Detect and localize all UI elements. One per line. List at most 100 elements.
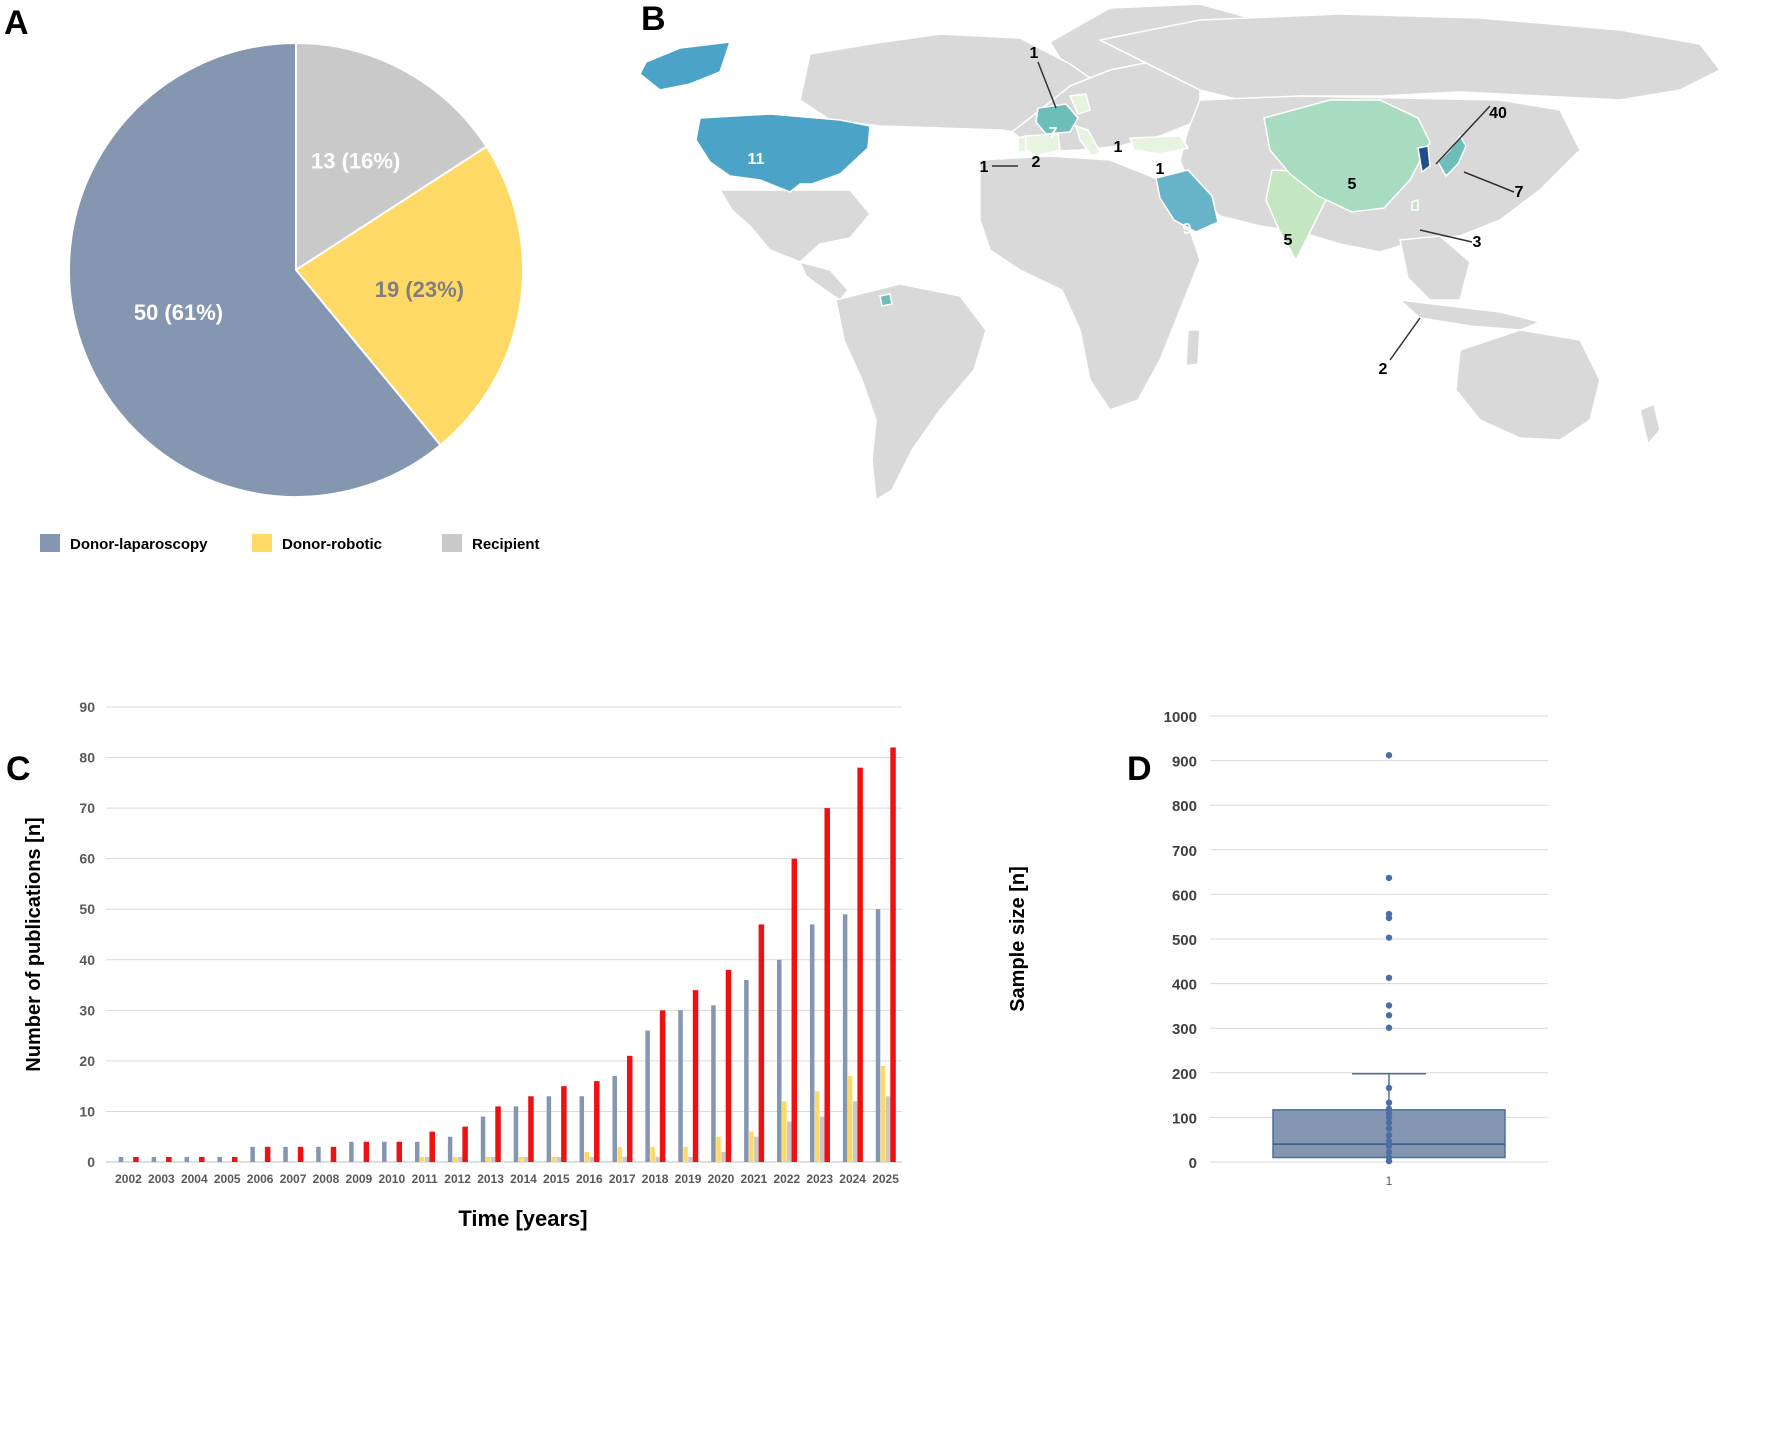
sample-point <box>1385 1012 1393 1019</box>
x-tick-label: 2020 <box>708 1172 735 1186</box>
box-plot-group: 0 100 200 300 400 500 600 700 800 900 1000 1 Sampl… <box>1007 709 1548 1188</box>
x-tick-label: 1 <box>1386 1174 1393 1188</box>
bar-recipient-2012 <box>457 1156 463 1162</box>
land-africa <box>979 155 1201 411</box>
sample-size-box-plot: 0 100 200 300 400 500 600 700 800 900 1000 1 Sampl… <box>1007 709 1548 1188</box>
y-tick-label: 400 <box>1172 977 1197 994</box>
bar-total-2016 <box>594 1081 600 1162</box>
x-tick-label: 2009 <box>346 1172 373 1186</box>
land-mexico <box>718 189 871 263</box>
x-tick-label: 2015 <box>543 1172 570 1186</box>
bar-total-2004 <box>199 1156 205 1162</box>
bar-total-2018 <box>659 1010 666 1162</box>
bar-donor-robotic-2020 <box>716 1136 721 1162</box>
legend-swatch-donor-robotic <box>252 534 272 552</box>
bar-total-2014 <box>528 1096 534 1162</box>
x-tick-label: 2024 <box>839 1172 866 1186</box>
land-russia <box>1097 13 1722 101</box>
x-tick-label: 2006 <box>247 1172 274 1186</box>
pie-data-label: 50 (61%) <box>134 300 223 325</box>
map-leader-line <box>1435 105 1491 165</box>
map-count-turkey: 1 <box>1156 161 1165 178</box>
sample-point <box>1385 1002 1393 1009</box>
bar-total-2013 <box>495 1106 501 1162</box>
bar-donor-robotic-2025 <box>880 1065 886 1162</box>
y-tick-label: 800 <box>1172 798 1197 815</box>
map-land <box>718 3 1722 502</box>
y-tick-label: 80 <box>79 750 95 766</box>
sample-point <box>1385 1105 1393 1113</box>
bar-total-2020 <box>725 969 732 1162</box>
bar-donor-robotic-2011 <box>419 1156 425 1162</box>
bar-recipient-2025 <box>885 1096 891 1162</box>
legend-swatch-donor-laparoscopy <box>40 534 60 552</box>
sample-point <box>1385 1114 1393 1121</box>
y-tick-label: 20 <box>79 1053 95 1069</box>
region-germany <box>1068 93 1091 115</box>
bar-donor-laparoscopy-2016 <box>579 1096 585 1162</box>
bar-total-2025 <box>890 747 896 1162</box>
x-axis-label: Time [years] <box>458 1206 587 1231</box>
x-tick-label: 2004 <box>181 1172 208 1186</box>
region-saudi-arabia <box>1155 169 1219 233</box>
bar-donor-laparoscopy-2009 <box>349 1141 354 1162</box>
y-tick-label: 100 <box>1172 1110 1197 1127</box>
bar-donor-robotic-2023 <box>814 1091 820 1162</box>
bar-recipient-2020 <box>721 1151 726 1162</box>
bar-total-2012 <box>462 1126 468 1162</box>
x-tick-label: 2008 <box>313 1172 340 1186</box>
pie-slice-donor-robotic <box>294 145 524 447</box>
x-tick-label: 2014 <box>510 1172 537 1186</box>
y-tick-label: 500 <box>1172 932 1197 949</box>
bar-donor-robotic-2012 <box>452 1156 458 1162</box>
land-new-zealand <box>1639 402 1661 446</box>
bar-recipient-2016 <box>589 1156 595 1162</box>
map-count-france: 7 <box>1049 125 1058 142</box>
bar-donor-laparoscopy-2011 <box>414 1141 420 1162</box>
pie-data-label: 19 (23%) <box>375 277 464 302</box>
map-count-singapore: 2 <box>1379 361 1388 378</box>
x-tick-label: 2017 <box>609 1172 636 1186</box>
bar-total-2010 <box>396 1141 403 1162</box>
bar-donor-laparoscopy-2020 <box>711 1005 716 1162</box>
bar-donor-laparoscopy-2013 <box>480 1116 486 1162</box>
land-indonesia <box>1397 298 1543 331</box>
map-count-germany: 1 <box>1030 45 1039 62</box>
sample-point <box>1385 1119 1393 1126</box>
legend-swatch-recipient <box>442 534 462 552</box>
bar-total-2015 <box>561 1086 567 1162</box>
bar-donor-laparoscopy-2021 <box>744 980 749 1162</box>
sample-point <box>1385 1099 1393 1106</box>
x-tick-label: 2010 <box>378 1172 405 1186</box>
bar-recipient-2023 <box>819 1116 825 1162</box>
bar-donor-robotic-2019 <box>683 1146 688 1162</box>
region-alaska <box>640 41 732 91</box>
pie-chart: 13 (16%) 19 (23%) 50 (61%) Donor-laparosco… <box>40 41 540 553</box>
bar-donor-laparoscopy-2005 <box>217 1156 222 1162</box>
x-tick-label: 2007 <box>280 1172 307 1186</box>
bar-donor-robotic-2021 <box>749 1131 754 1162</box>
sample-point <box>1385 1024 1393 1031</box>
bar-donor-laparoscopy-2023 <box>809 924 815 1162</box>
bar-total-2011 <box>429 1131 435 1162</box>
map-highlighted <box>640 41 1467 307</box>
bar-donor-robotic-2015 <box>551 1156 557 1162</box>
y-tick-label: 60 <box>79 851 95 867</box>
bar-total-2003 <box>166 1156 172 1162</box>
bar-donor-robotic-2017 <box>617 1146 622 1162</box>
map-count-china: 5 <box>1348 176 1357 193</box>
sample-point <box>1385 752 1393 759</box>
x-tick-label: 2021 <box>741 1172 768 1186</box>
x-tick-label: 2011 <box>412 1172 438 1186</box>
legend-label: Donor-robotic <box>282 536 382 553</box>
x-tick-label: 2025 <box>872 1172 899 1186</box>
y-tick-label: 600 <box>1172 887 1197 904</box>
region-korea <box>1417 145 1431 174</box>
panel-label-a: A <box>4 4 29 42</box>
bar-donor-laparoscopy-2014 <box>513 1106 519 1162</box>
legend-label: Donor-laparoscopy <box>70 536 208 553</box>
bar-donor-robotic-2013 <box>485 1156 491 1162</box>
panel-label-c: C <box>6 750 31 788</box>
